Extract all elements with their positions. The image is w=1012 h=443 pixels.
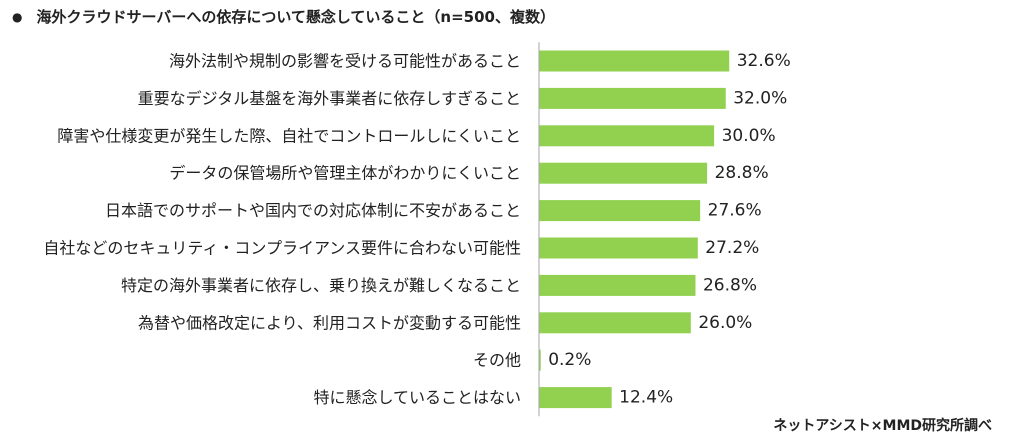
bar: [539, 387, 612, 409]
category-label: 障害や仕様変更が発生した際、自社でコントロールしにくいこと: [57, 126, 521, 145]
title-text: 海外クラウドサーバーへの依存について懸念していること（n=500、複数）: [36, 8, 555, 26]
value-label: 27.2%: [705, 238, 759, 258]
source-note: ネットアシスト×MMD研究所調べ: [773, 418, 992, 434]
bar: [539, 274, 696, 296]
value-label: 12.4%: [619, 388, 673, 408]
category-label: 重要なデジタル基盤を海外事業者に依存しすぎること: [138, 89, 521, 108]
value-label: 26.0%: [698, 313, 752, 333]
category-label: 海外法制や規制の影響を受ける可能性があること: [169, 52, 521, 71]
bar: [539, 125, 715, 147]
value-label: 32.0%: [733, 88, 787, 108]
title-bullet: ●: [12, 10, 23, 24]
bar: [539, 50, 730, 72]
bar: [539, 162, 708, 184]
value-label: 0.2%: [548, 350, 591, 370]
category-label: その他: [473, 351, 521, 370]
bar: [539, 200, 701, 222]
value-label: 26.8%: [703, 275, 757, 295]
bar: [539, 237, 698, 259]
value-label: 28.8%: [715, 163, 769, 183]
bar: [539, 349, 541, 371]
category-label: 自社などのセキュリティ・コンプライアンス要件に合わない可能性: [43, 239, 521, 258]
category-label: 特定の海外事業者に依存し、乗り換えが難しくなること: [121, 276, 521, 295]
value-label: 32.6%: [737, 51, 791, 71]
category-label: 日本語でのサポートや国内での対応体制に不安があること: [105, 201, 521, 220]
chart-title: ● 海外クラウドサーバーへの依存について懸念していること（n=500、複数）: [12, 6, 555, 27]
category-label: 為替や価格改定により、利用コストが変動する可能性: [138, 313, 521, 332]
category-label: 特に懸念していることはない: [313, 388, 521, 407]
value-label: 30.0%: [722, 126, 776, 146]
value-label: 27.6%: [708, 201, 762, 221]
category-label: データの保管場所や管理主体がわかりにくいこと: [169, 164, 521, 183]
bar: [539, 87, 726, 109]
bar: [539, 312, 691, 334]
